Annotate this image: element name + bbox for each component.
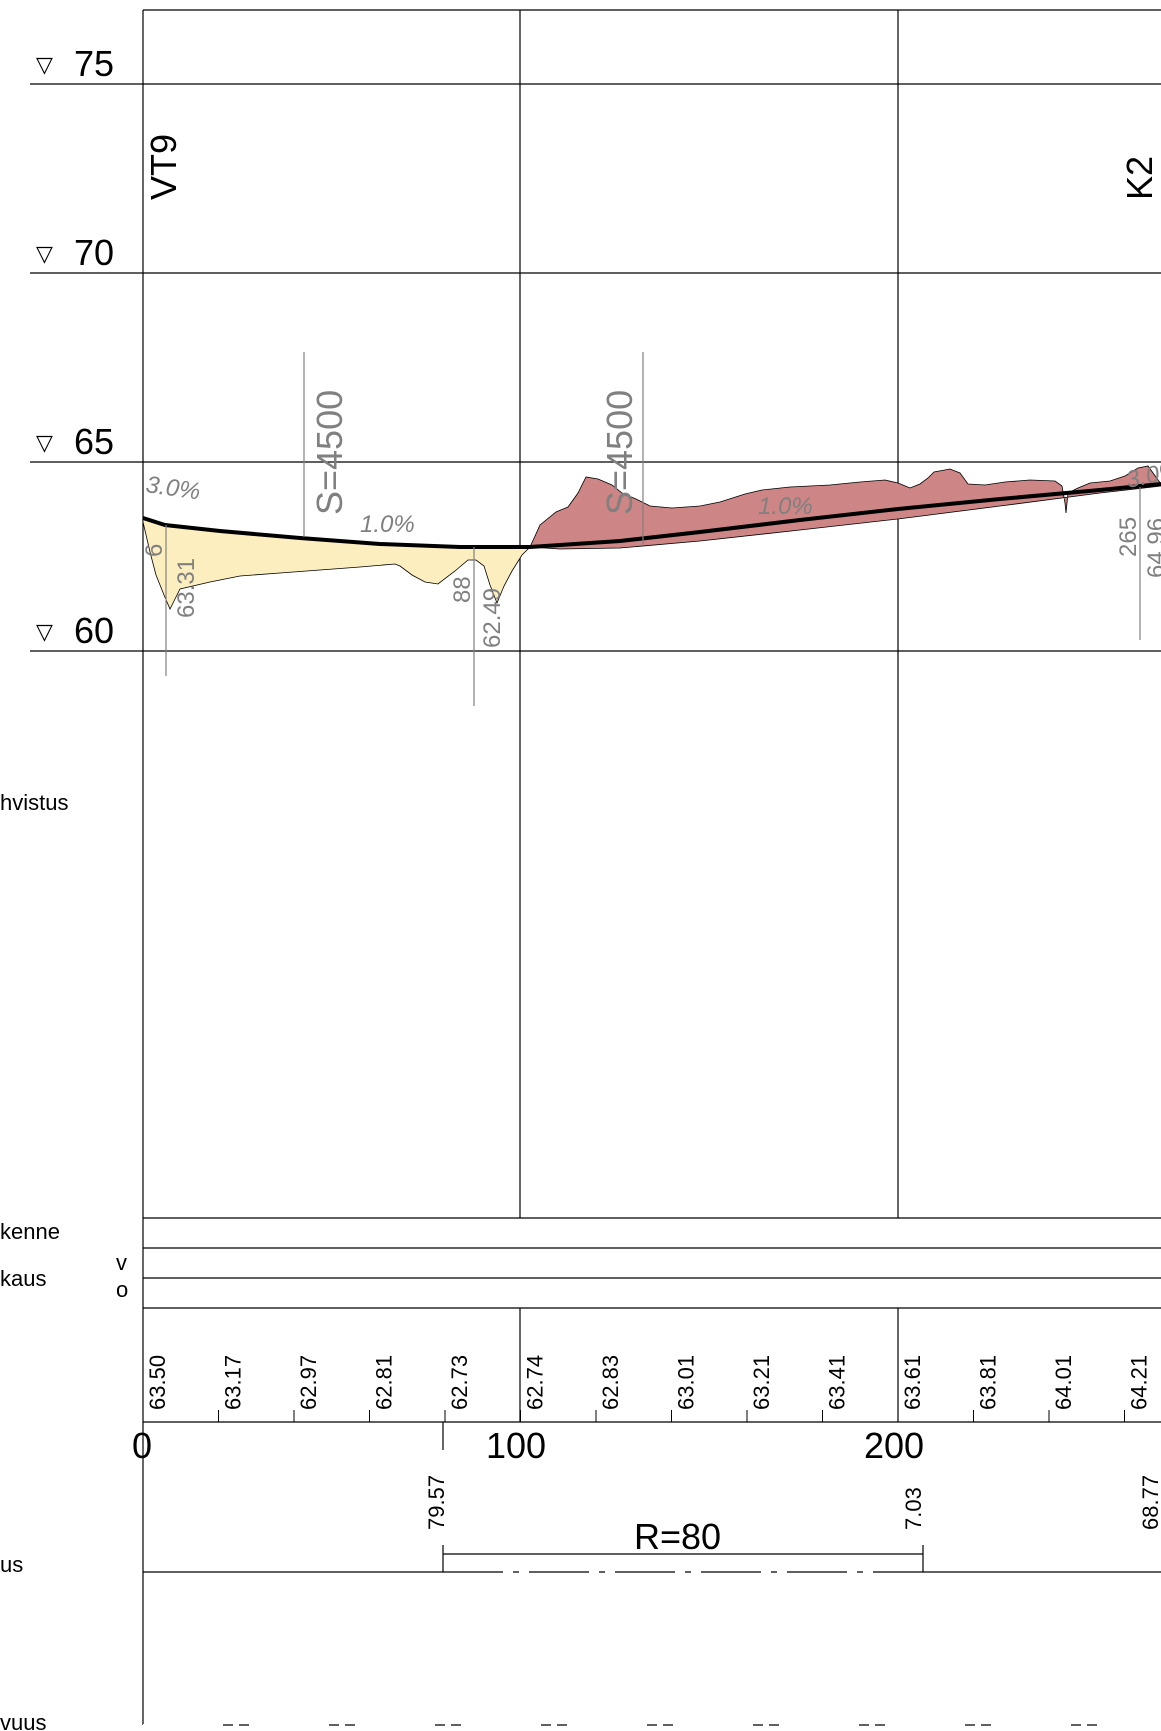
elev-triangle-60: ▽ bbox=[36, 619, 53, 644]
elevation-value: 63.61 bbox=[900, 1355, 925, 1410]
road-label-vt9: VT9 bbox=[143, 134, 184, 200]
grade-label-start: 3.0% bbox=[144, 471, 202, 505]
elevation-value: 64.21 bbox=[1127, 1355, 1152, 1410]
elev-label-65: 65 bbox=[74, 421, 114, 462]
curve-label-right: S=4500 bbox=[599, 390, 640, 515]
point-label-3: 88 bbox=[449, 576, 476, 603]
station-label-200: 200 bbox=[864, 1425, 924, 1466]
elevation-value: 62.83 bbox=[598, 1355, 623, 1410]
design-grade-line bbox=[142, 482, 1161, 549]
station-label-100: 100 bbox=[486, 1425, 546, 1466]
cut-area bbox=[529, 465, 1161, 550]
elevation-value: 62.97 bbox=[296, 1355, 321, 1410]
elevation-value: 63.21 bbox=[749, 1355, 774, 1410]
row-label-3: kaus bbox=[0, 1266, 46, 1291]
elevation-value: 62.74 bbox=[523, 1355, 548, 1410]
row-label-4: us bbox=[0, 1552, 23, 1577]
elev-label-70: 70 bbox=[74, 232, 114, 273]
elev-triangle-75: ▽ bbox=[36, 52, 53, 77]
elevation-value: 63.01 bbox=[674, 1355, 699, 1410]
curve-label-left: S=4500 bbox=[309, 390, 350, 515]
elevation-value: 63.50 bbox=[145, 1355, 170, 1410]
grid-frame bbox=[30, 9, 1161, 1726]
point-label-4: 62.49 bbox=[479, 588, 506, 648]
elevation-value: 64.01 bbox=[1051, 1355, 1076, 1410]
elevation-value: 63.17 bbox=[221, 1355, 246, 1410]
elevation-value: 63.81 bbox=[976, 1355, 1001, 1410]
elevation-value-row: 63.50 63.17 62.97 62.81 62.73 62.74 62.83 63.01… bbox=[145, 1355, 1152, 1422]
row-label-1: hvistus bbox=[0, 790, 68, 815]
row-label-5: vuus bbox=[0, 1710, 46, 1731]
elev-label-60: 60 bbox=[74, 610, 114, 651]
elevation-value: 63.41 bbox=[825, 1355, 850, 1410]
grade-label-mid-right: 1.0% bbox=[758, 493, 813, 520]
elevation-labels: ▽ 75 ▽ 70 ▽ 65 ▽ 60 bbox=[36, 43, 114, 651]
row-label-2: kenne bbox=[0, 1219, 60, 1244]
alignment-value-3: 68.77 bbox=[1138, 1475, 1161, 1530]
station-label-0: 0 bbox=[132, 1425, 152, 1466]
alignment-value-2: 7.03 bbox=[901, 1487, 926, 1530]
point-label-2: 63.31 bbox=[173, 558, 200, 618]
elevation-value: 62.73 bbox=[447, 1355, 472, 1410]
annotation-leaders bbox=[165, 352, 1141, 706]
row-label-o: o bbox=[116, 1277, 128, 1302]
elev-triangle-70: ▽ bbox=[36, 241, 53, 266]
elev-triangle-65: ▽ bbox=[36, 430, 53, 455]
row-label-v: v bbox=[116, 1250, 127, 1275]
alignment-value-1: 79.57 bbox=[424, 1475, 449, 1530]
point-label-5: 265 bbox=[1115, 517, 1142, 557]
grade-label-mid-left: 1.0% bbox=[360, 511, 415, 538]
radius-label: R=80 bbox=[634, 1516, 721, 1557]
elevation-value: 62.81 bbox=[372, 1355, 397, 1410]
point-label-1: 6 bbox=[141, 544, 168, 557]
road-label-k2: K2 bbox=[1119, 156, 1160, 200]
point-label-6: 64.96 bbox=[1143, 518, 1161, 578]
elev-label-75: 75 bbox=[74, 43, 114, 84]
alignment-band bbox=[143, 1422, 1161, 1726]
